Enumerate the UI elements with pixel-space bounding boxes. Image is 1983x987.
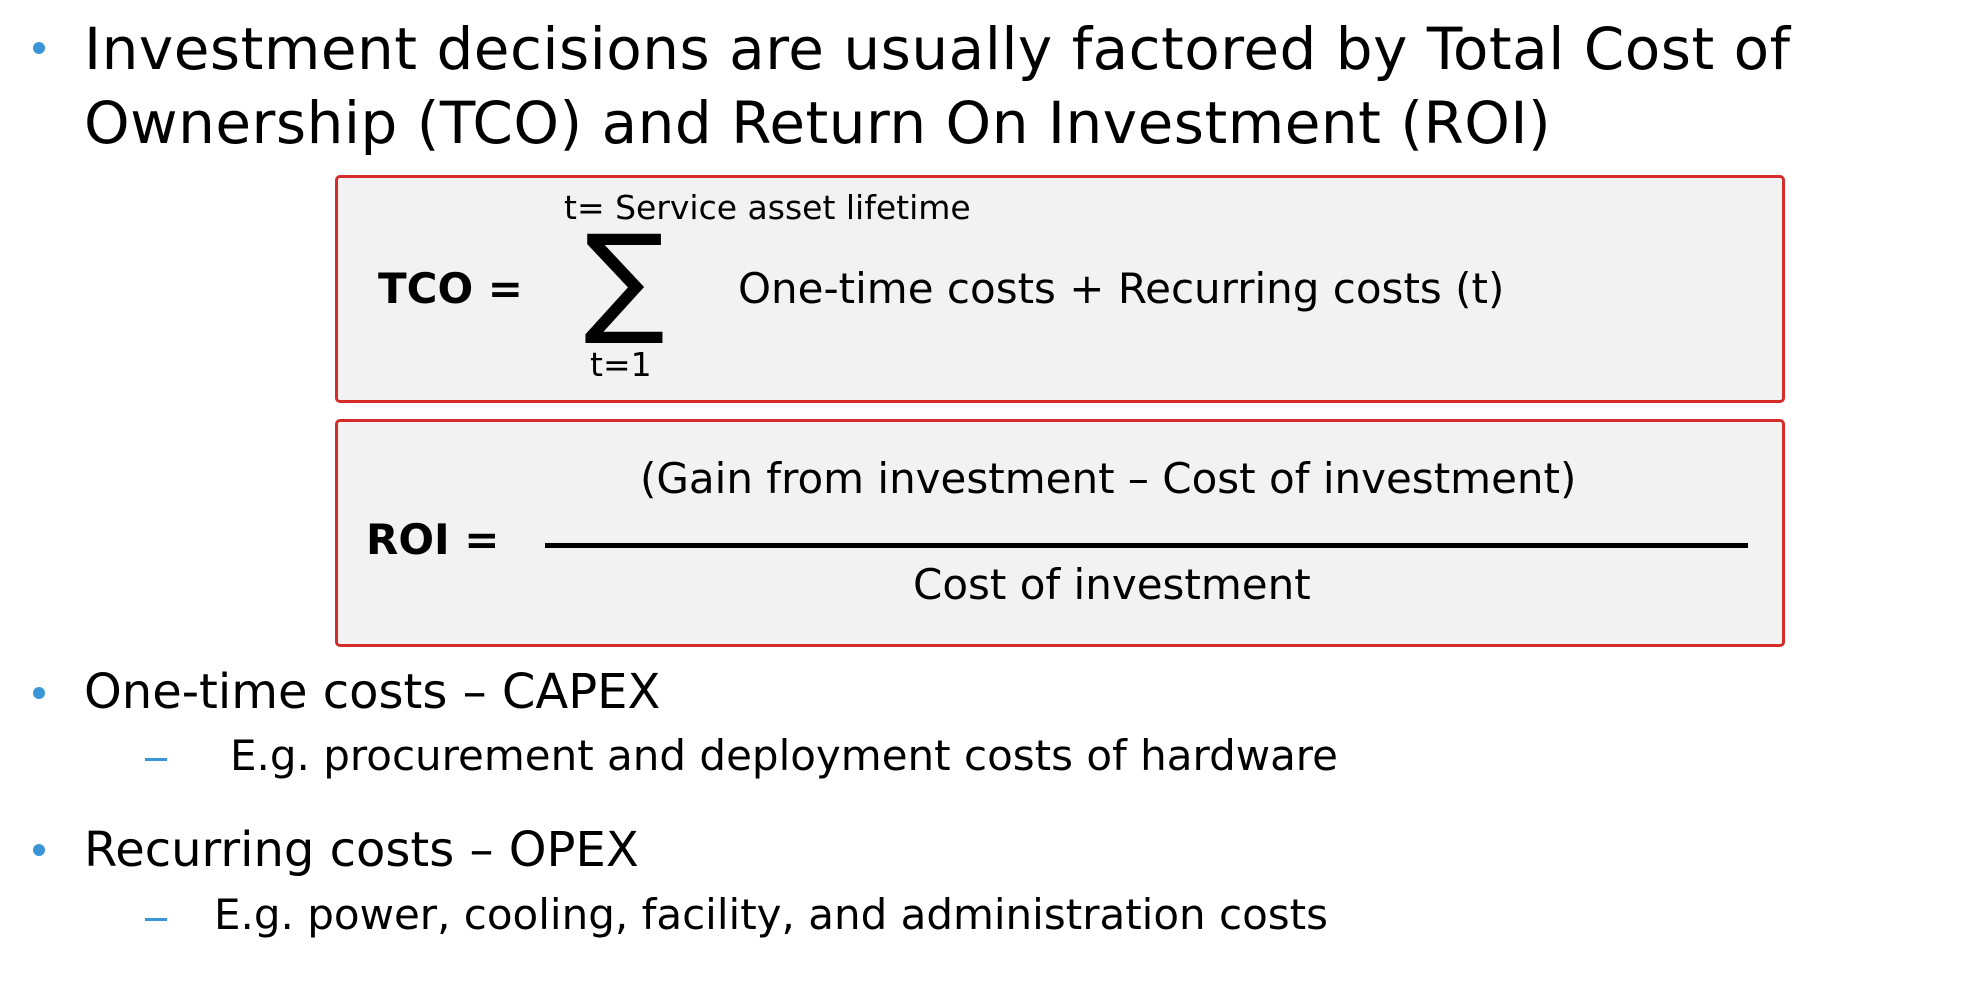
bullet-icon	[33, 844, 45, 856]
tco-sum-lower-limit: t=1	[590, 345, 652, 384]
intro-line-1: Investment decisions are usually factore…	[84, 15, 1791, 83]
roi-label: ROI =	[366, 515, 500, 564]
dash-icon	[145, 918, 167, 921]
opex-bullet: Recurring costs – OPEX	[84, 822, 639, 878]
roi-denominator: Cost of investment	[913, 560, 1311, 609]
sigma-icon: ∑	[584, 210, 665, 349]
opex-example: E.g. power, cooling, facility, and admin…	[214, 890, 1329, 939]
tco-expression: One-time costs + Recurring costs (t)	[738, 264, 1505, 313]
tco-formula-box: t= Service asset lifetime TCO = ∑ One-ti…	[335, 175, 1785, 403]
roi-numerator: (Gain from investment – Cost of investme…	[640, 454, 1577, 503]
bullet-icon	[33, 42, 45, 54]
capex-example: E.g. procurement and deployment costs of…	[230, 731, 1338, 780]
roi-fraction-bar	[545, 543, 1748, 548]
intro-line-2: Ownership (TCO) and Return On Investment…	[84, 89, 1552, 157]
capex-bullet: One-time costs – CAPEX	[84, 664, 661, 720]
roi-formula-box: (Gain from investment – Cost of investme…	[335, 419, 1785, 647]
dash-icon	[145, 758, 167, 761]
tco-label: TCO =	[378, 264, 523, 313]
bullet-icon	[33, 687, 45, 699]
tco-sum-upper-limit: t= Service asset lifetime	[564, 188, 971, 227]
